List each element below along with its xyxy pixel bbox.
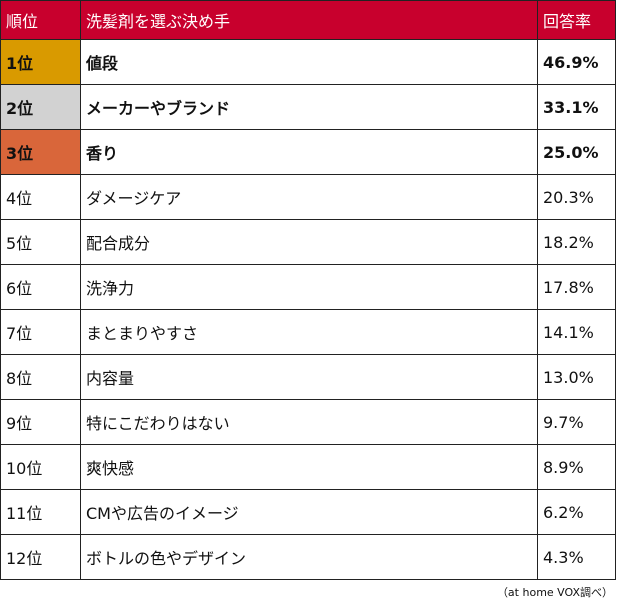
- header-rank: 順位: [0, 0, 81, 40]
- rate-cell: 9.7%: [537, 399, 616, 445]
- rank-cell: 2位: [0, 84, 81, 130]
- table-row: 12位 ボトルの色やデザイン 4.3%: [0, 534, 616, 580]
- rank-cell: 7位: [0, 309, 81, 355]
- item-cell: ボトルの色やデザイン: [80, 534, 538, 580]
- table-row: 6位 洗浄力 17.8%: [0, 264, 616, 310]
- table-row: 8位 内容量 13.0%: [0, 354, 616, 400]
- rank-cell: 12位: [0, 534, 81, 580]
- source-note: （at home VOX調べ）: [496, 586, 613, 599]
- item-cell: 値段: [80, 39, 538, 85]
- item-cell: ダメージケア: [80, 174, 538, 220]
- table-row: 4位 ダメージケア 20.3%: [0, 174, 616, 220]
- rank-cell: 6位: [0, 264, 81, 310]
- rank-cell: 11位: [0, 489, 81, 535]
- item-cell: 洗浄力: [80, 264, 538, 310]
- table-row: 7位 まとまりやすさ 14.1%: [0, 309, 616, 355]
- item-cell: まとまりやすさ: [80, 309, 538, 355]
- rate-cell: 17.8%: [537, 264, 616, 310]
- rate-cell: 25.0%: [537, 129, 616, 175]
- rate-cell: 4.3%: [537, 534, 616, 580]
- rate-cell: 33.1%: [537, 84, 616, 130]
- table-row: 9位 特にこだわりはない 9.7%: [0, 399, 616, 445]
- item-cell: 香り: [80, 129, 538, 175]
- rate-cell: 46.9%: [537, 39, 616, 85]
- rank-cell: 10位: [0, 444, 81, 490]
- table-row: 3位 香り 25.0%: [0, 129, 616, 175]
- header-item: 洗髪剤を選ぶ決め手: [80, 0, 538, 40]
- rate-cell: 14.1%: [537, 309, 616, 355]
- ranking-table: 順位 洗髪剤を選ぶ決め手 回答率 1位 値段 46.9% 2位 メーカーやブランド 33.…: [0, 0, 616, 580]
- item-cell: 特にこだわりはない: [80, 399, 538, 445]
- table-row: 11位 CMや広告のイメージ 6.2%: [0, 489, 616, 535]
- rate-cell: 20.3%: [537, 174, 616, 220]
- table-body: 1位 値段 46.9% 2位 メーカーやブランド 33.1% 3位 香り 25.0% 4位 ダメージ…: [0, 39, 616, 580]
- rank-cell: 9位: [0, 399, 81, 445]
- rank-cell: 1位: [0, 39, 81, 85]
- rate-cell: 13.0%: [537, 354, 616, 400]
- table-row: 10位 爽快感 8.9%: [0, 444, 616, 490]
- header-row: 順位 洗髪剤を選ぶ決め手 回答率: [0, 0, 616, 40]
- rank-cell: 4位: [0, 174, 81, 220]
- item-cell: CMや広告のイメージ: [80, 489, 538, 535]
- table-row: 2位 メーカーやブランド 33.1%: [0, 84, 616, 130]
- rank-cell: 8位: [0, 354, 81, 400]
- item-cell: 配合成分: [80, 219, 538, 265]
- table-row: 1位 値段 46.9%: [0, 39, 616, 85]
- rate-cell: 18.2%: [537, 219, 616, 265]
- rank-cell: 3位: [0, 129, 81, 175]
- rate-cell: 8.9%: [537, 444, 616, 490]
- header-rate: 回答率: [537, 0, 616, 40]
- item-cell: 内容量: [80, 354, 538, 400]
- table-row: 5位 配合成分 18.2%: [0, 219, 616, 265]
- item-cell: 爽快感: [80, 444, 538, 490]
- rate-cell: 6.2%: [537, 489, 616, 535]
- rank-cell: 5位: [0, 219, 81, 265]
- item-cell: メーカーやブランド: [80, 84, 538, 130]
